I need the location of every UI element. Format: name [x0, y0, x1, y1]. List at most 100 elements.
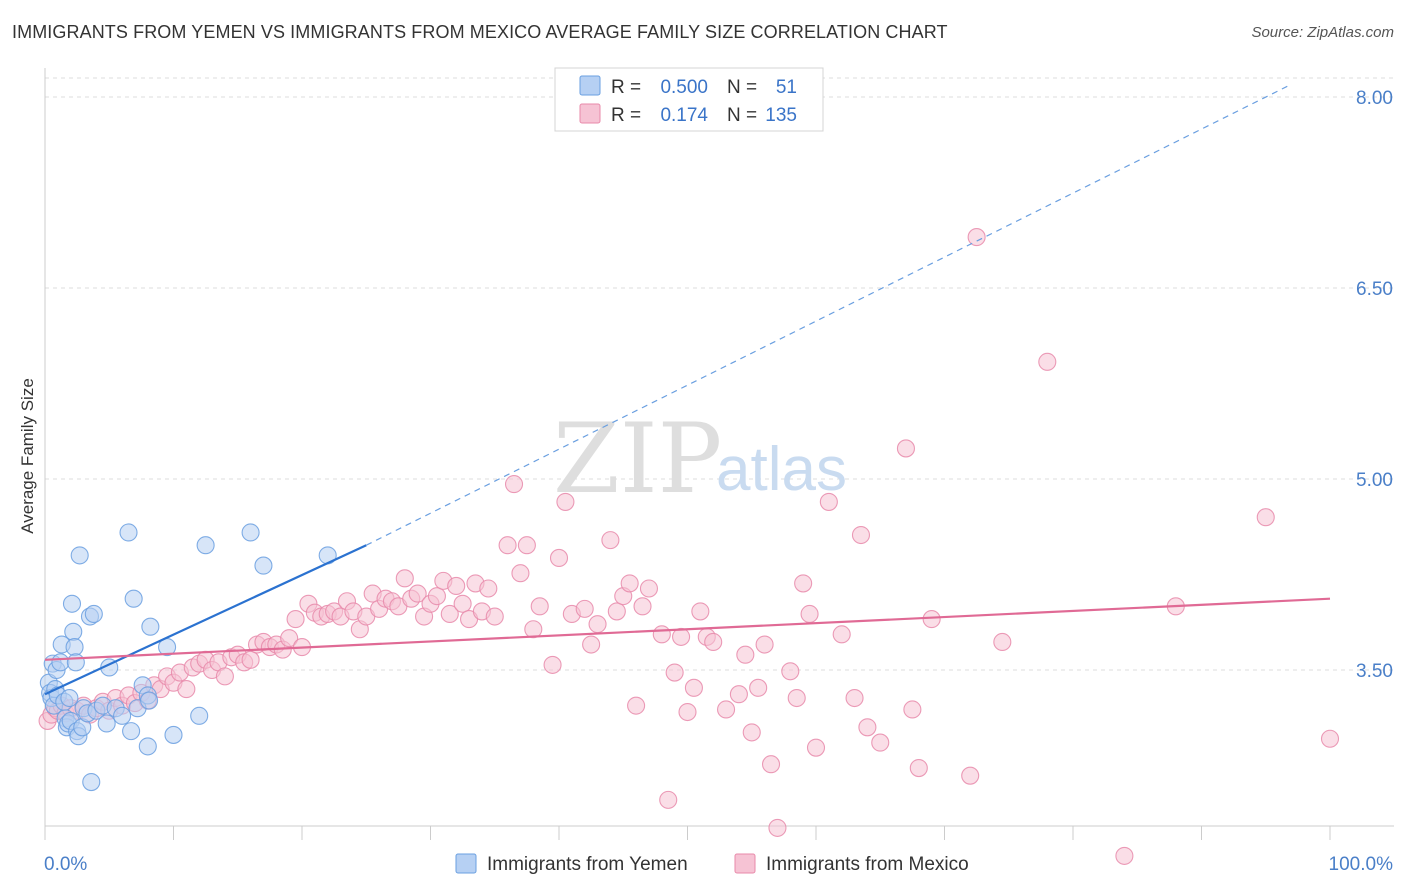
legend-n-label-yemen: N = — [727, 77, 757, 98]
point-mexico — [761, 755, 781, 774]
point-mexico — [896, 439, 916, 458]
legend-r-label-mexico: R = — [611, 105, 641, 126]
point-yemen — [141, 617, 160, 636]
legend-n-value-mexico: 135 — [765, 105, 797, 126]
point-mexico — [549, 548, 569, 567]
point-yemen — [241, 523, 260, 542]
series-legend-swatch-mexico — [734, 853, 756, 874]
point-mexico — [858, 718, 877, 737]
point-yemen — [138, 737, 157, 756]
point-mexico — [582, 635, 601, 654]
legend-n-value-yemen: 51 — [776, 77, 797, 98]
point-yemen — [97, 714, 116, 733]
legend-n-label-mexico: N = — [727, 105, 757, 126]
point-yemen — [254, 556, 273, 575]
legend-r-value-mexico: 0.174 — [660, 105, 708, 126]
point-mexico — [909, 758, 928, 778]
point-mexico — [691, 602, 710, 621]
watermark: ZIP atlas — [553, 403, 847, 515]
point-mexico — [530, 597, 549, 616]
point-mexico — [961, 766, 980, 785]
point-mexico — [588, 615, 607, 634]
point-mexico — [280, 629, 299, 648]
point-yemen — [82, 773, 101, 792]
point-mexico — [511, 564, 530, 583]
point-yemen — [140, 691, 159, 710]
point-mexico — [871, 733, 890, 752]
x-tick-label-end: 100.0% — [1329, 854, 1394, 875]
axes — [44, 68, 1394, 840]
point-mexico — [736, 645, 755, 664]
trend-line-mexico — [44, 597, 1331, 661]
legend-swatch-yemen — [579, 75, 601, 96]
trend-line-yemen-extension — [365, 83, 1292, 546]
point-mexico — [800, 604, 819, 624]
watermark-atlas: atlas — [716, 435, 847, 504]
point-mexico — [177, 680, 196, 699]
point-mexico — [729, 685, 748, 704]
series-legend-swatch-yemen — [455, 853, 477, 874]
point-mexico — [716, 700, 736, 719]
y-tick-labels: 3.50 5.00 6.50 8.00 — [1356, 88, 1393, 682]
point-yemen — [62, 594, 82, 613]
point-mexico — [851, 525, 871, 545]
point-mexico — [620, 574, 639, 593]
point-mexico — [408, 584, 427, 603]
chart-title: IMMIGRANTS FROM YEMEN VS IMMIGRANTS FROM… — [12, 22, 948, 42]
point-mexico — [659, 790, 678, 809]
point-yemen — [164, 725, 183, 744]
legend-swatch-mexico — [579, 103, 601, 124]
point-mexico — [485, 607, 504, 626]
point-mexico — [1038, 352, 1057, 371]
point-mexico — [755, 635, 774, 654]
point-mexico — [241, 650, 260, 669]
y-tick-label: 3.50 — [1356, 661, 1393, 682]
point-mexico — [1115, 846, 1134, 865]
point-mexico — [453, 594, 472, 613]
point-mexico — [601, 531, 620, 550]
point-mexico — [819, 492, 838, 511]
point-mexico — [447, 576, 466, 596]
point-mexico — [845, 688, 864, 708]
data-points — [38, 228, 1340, 865]
point-mexico — [395, 569, 414, 588]
point-mexico — [427, 587, 446, 606]
point-mexico — [768, 818, 787, 837]
point-yemen — [124, 589, 143, 608]
point-mexico — [524, 620, 543, 639]
watermark-zip: ZIP — [553, 403, 722, 515]
point-mexico — [781, 662, 800, 681]
point-mexico — [672, 627, 691, 646]
trend-lines — [44, 83, 1331, 696]
point-yemen — [122, 722, 141, 741]
point-mexico — [479, 579, 498, 598]
point-mexico — [967, 228, 986, 247]
series-legend-label-yemen: Immigrants from Yemen — [487, 854, 688, 875]
point-mexico — [678, 702, 697, 722]
point-mexico — [440, 604, 459, 624]
point-yemen — [51, 653, 70, 672]
grid-lines — [45, 77, 1394, 671]
point-mexico — [652, 625, 671, 644]
point-mexico — [787, 688, 806, 708]
point-mexico — [903, 700, 922, 719]
point-mexico — [639, 579, 659, 598]
chart-source: Source: ZipAtlas.com — [1251, 24, 1394, 41]
point-yemen — [60, 688, 79, 708]
point-yemen — [64, 622, 83, 641]
y-tick-label: 5.00 — [1356, 470, 1393, 491]
x-tick-label-start: 0.0% — [44, 854, 87, 875]
point-mexico — [215, 667, 234, 686]
point-mexico — [633, 597, 652, 616]
point-mexico — [993, 632, 1012, 652]
trend-line-yemen — [44, 544, 367, 696]
y-tick-label: 8.00 — [1356, 88, 1393, 109]
point-yemen — [66, 653, 85, 672]
point-mexico — [556, 492, 575, 511]
correlation-legend: R = 0.500 N = 51 R = 0.174 N = 135 — [554, 67, 824, 132]
series-legend: Immigrants from Yemen Immigrants from Me… — [455, 853, 969, 875]
point-mexico — [1256, 508, 1275, 527]
y-tick-label: 6.50 — [1356, 279, 1393, 300]
x-tick-labels: 0.0% 100.0% — [44, 854, 1393, 875]
